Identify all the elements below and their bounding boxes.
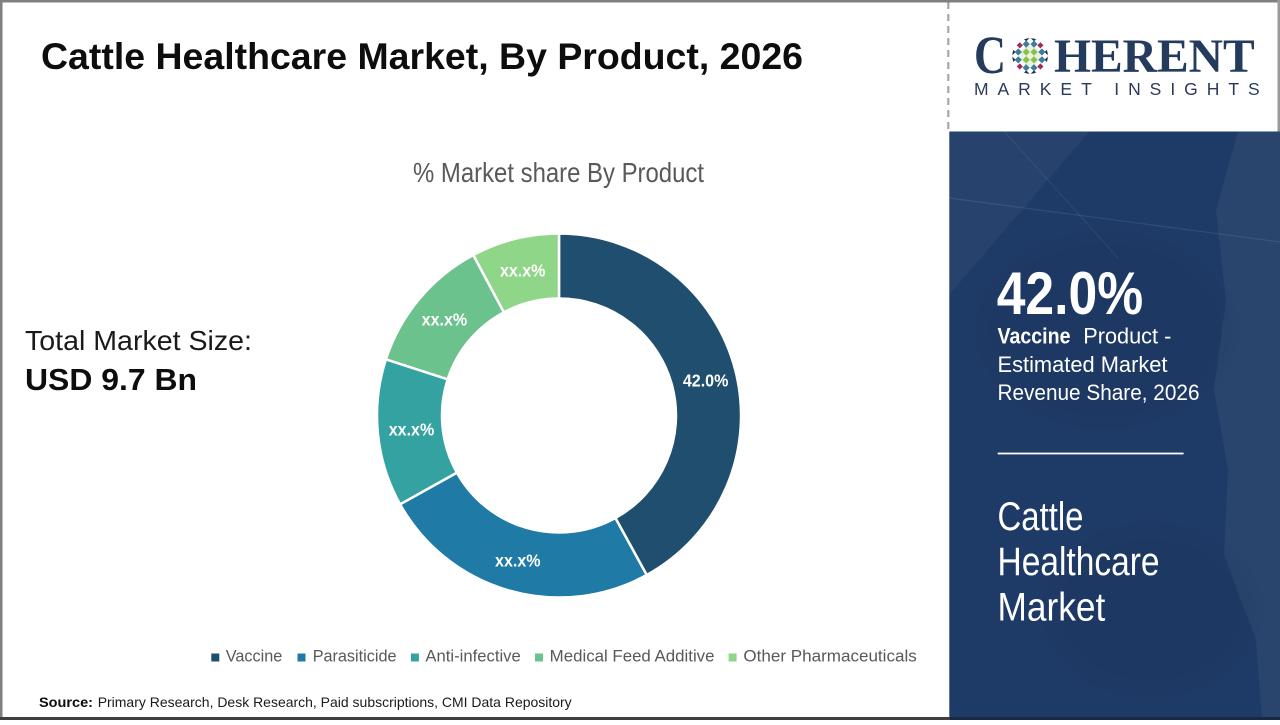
svg-text:Source:: Source: [39, 694, 93, 710]
svg-text:Vaccine: Vaccine [226, 647, 283, 665]
svg-text:Cattle: Cattle [998, 495, 1084, 539]
svg-text:Medical Feed Additive: Medical Feed Additive [550, 647, 715, 665]
svg-text:Total Market Size:: Total Market Size: [25, 325, 252, 356]
svg-text:Anti-infective: Anti-infective [425, 647, 520, 665]
svg-text:Revenue Share, 2026: Revenue Share, 2026 [998, 380, 1200, 405]
svg-text:Healthcare: Healthcare [998, 540, 1160, 584]
svg-text:Estimated Market: Estimated Market [998, 352, 1168, 377]
svg-text:42.0%: 42.0% [683, 370, 729, 390]
svg-text:Other Pharmaceuticals: Other Pharmaceuticals [743, 647, 916, 665]
svg-text:Market: Market [998, 586, 1106, 630]
svg-text:Vaccine: Vaccine [998, 324, 1071, 349]
svg-text:USD 9.7 Bn: USD 9.7 Bn [25, 362, 197, 397]
svg-text:HERENT: HERENT [1054, 30, 1255, 83]
svg-text:Primary Research, Desk Researc: Primary Research, Desk Research, Paid su… [98, 694, 572, 710]
svg-text:xx.x%: xx.x% [500, 261, 546, 281]
svg-text:xx.x%: xx.x% [495, 551, 541, 571]
svg-text:Parasiticide: Parasiticide [313, 647, 397, 665]
svg-text:Cattle Healthcare Market, By P: Cattle Healthcare Market, By Product, 20… [41, 36, 803, 77]
svg-text:42.0%: 42.0% [997, 260, 1143, 327]
svg-text:xx.x%: xx.x% [389, 420, 435, 440]
svg-text:% Market share By Product: % Market share By Product [413, 157, 704, 188]
svg-text:C: C [974, 25, 1006, 85]
svg-text:xx.x%: xx.x% [422, 310, 468, 330]
svg-text:Product -: Product - [1083, 324, 1171, 349]
